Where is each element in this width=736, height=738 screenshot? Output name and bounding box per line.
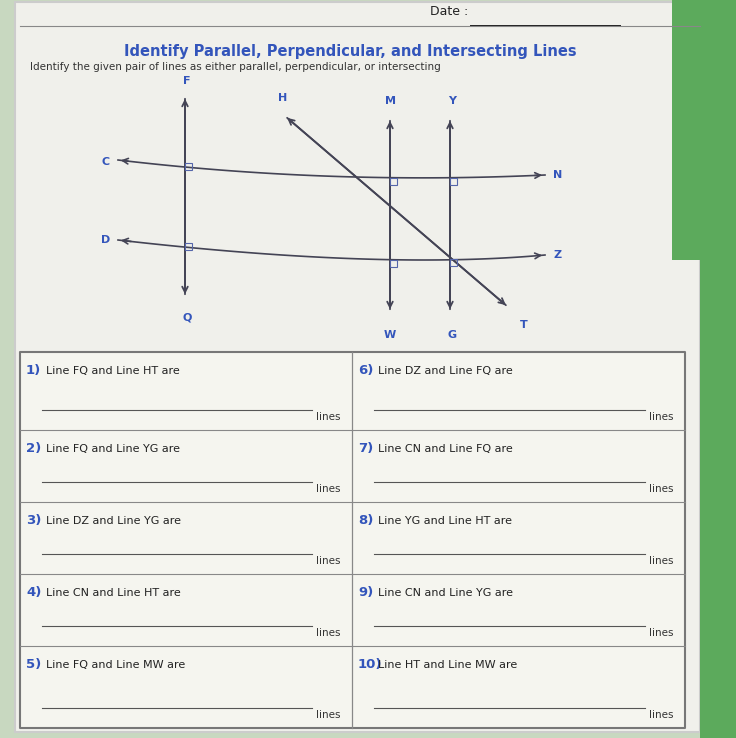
Text: Identify Parallel, Perpendicular, and Intersecting Lines: Identify Parallel, Perpendicular, and In… — [124, 44, 576, 59]
Text: 1): 1) — [26, 364, 41, 377]
Text: lines: lines — [316, 710, 341, 720]
Text: Line CN and Line YG are: Line CN and Line YG are — [378, 588, 513, 598]
Bar — [450, 178, 457, 184]
Text: H: H — [278, 93, 288, 103]
Text: 2): 2) — [26, 442, 41, 455]
Text: M: M — [384, 96, 395, 106]
Text: Line CN and Line FQ are: Line CN and Line FQ are — [378, 444, 513, 454]
Bar — [450, 260, 457, 266]
Text: lines: lines — [649, 628, 673, 638]
Text: lines: lines — [649, 484, 673, 494]
Text: Line FQ and Line MW are: Line FQ and Line MW are — [46, 660, 185, 670]
Text: Y: Y — [448, 96, 456, 106]
Text: 5): 5) — [26, 658, 41, 671]
Text: Identify the given pair of lines as either parallel, perpendicular, or intersect: Identify the given pair of lines as eith… — [30, 62, 441, 72]
Text: lines: lines — [316, 556, 341, 566]
Text: F: F — [183, 76, 191, 86]
Text: lines: lines — [316, 484, 341, 494]
Text: Line HT and Line MW are: Line HT and Line MW are — [378, 660, 517, 670]
Text: Line YG and Line HT are: Line YG and Line HT are — [378, 516, 512, 526]
Bar — [185, 163, 192, 170]
Bar — [390, 260, 397, 267]
Bar — [20, 352, 685, 728]
Text: 3): 3) — [26, 514, 41, 527]
Text: 10): 10) — [358, 658, 383, 671]
Text: D: D — [101, 235, 110, 245]
Text: C: C — [102, 157, 110, 167]
Bar — [700, 260, 736, 738]
Text: Q: Q — [183, 313, 191, 323]
Text: lines: lines — [649, 556, 673, 566]
Text: Line FQ and Line HT are: Line FQ and Line HT are — [46, 366, 180, 376]
Text: lines: lines — [649, 710, 673, 720]
Text: lines: lines — [316, 628, 341, 638]
Text: Z: Z — [553, 250, 561, 260]
Text: N: N — [553, 170, 562, 180]
Text: Date :: Date : — [430, 5, 468, 18]
Text: 9): 9) — [358, 586, 373, 599]
Text: T: T — [520, 320, 528, 330]
Text: G: G — [447, 330, 456, 340]
Text: lines: lines — [316, 412, 341, 422]
Text: 6): 6) — [358, 364, 373, 377]
Text: Line DZ and Line FQ are: Line DZ and Line FQ are — [378, 366, 513, 376]
Bar — [672, 0, 736, 260]
Bar — [390, 178, 397, 184]
Text: Line CN and Line HT are: Line CN and Line HT are — [46, 588, 181, 598]
Text: 4): 4) — [26, 586, 41, 599]
Text: 7): 7) — [358, 442, 373, 455]
Text: W: W — [384, 330, 396, 340]
Text: Line DZ and Line YG are: Line DZ and Line YG are — [46, 516, 181, 526]
Text: 8): 8) — [358, 514, 373, 527]
Text: lines: lines — [649, 412, 673, 422]
Text: Line FQ and Line YG are: Line FQ and Line YG are — [46, 444, 180, 454]
Bar — [185, 243, 192, 250]
